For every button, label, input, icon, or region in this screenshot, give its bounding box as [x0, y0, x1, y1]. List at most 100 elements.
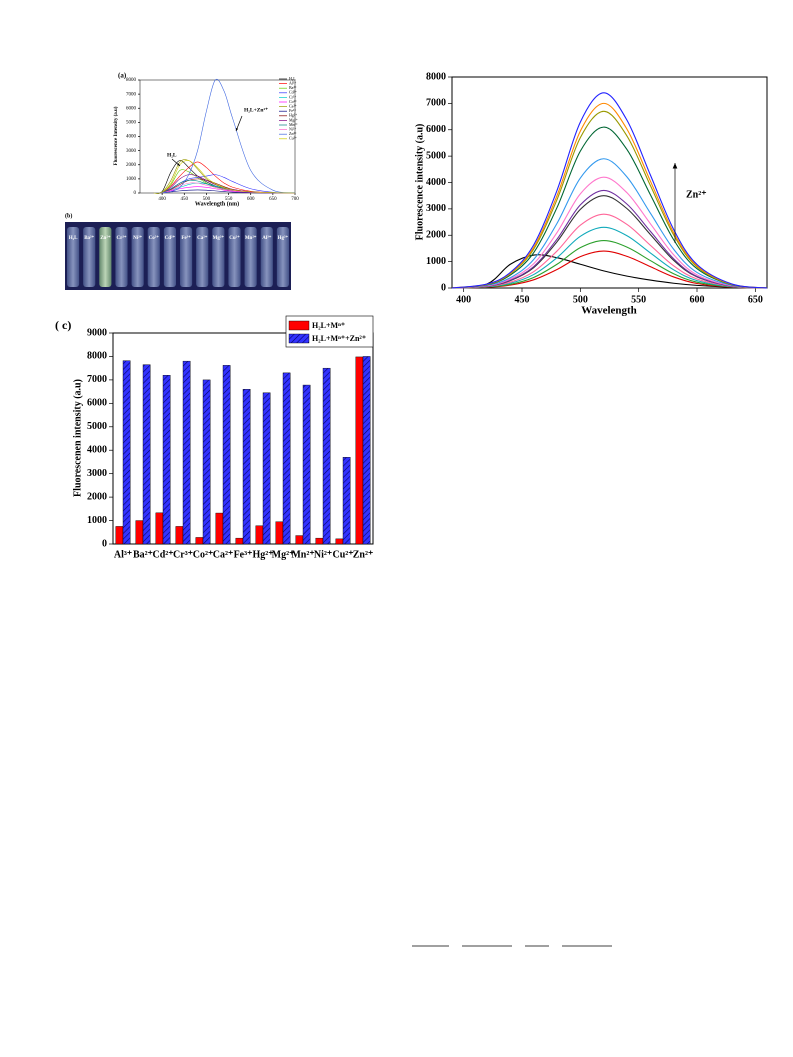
arrow-head — [235, 128, 239, 131]
bar — [222, 365, 231, 545]
line-series — [451, 239, 768, 289]
y-tick-label: 2000 — [87, 491, 107, 502]
annotation: H₂L — [167, 152, 177, 158]
x-tick-label: 600 — [247, 197, 255, 202]
y-tick-label: 0 — [134, 191, 137, 196]
vial-label: Ba²⁺ — [84, 235, 94, 241]
vial — [260, 227, 273, 287]
x-tick-label: Mg²⁺ — [272, 549, 295, 560]
legend-label: Ca²⁺ — [289, 104, 297, 109]
vial — [67, 227, 80, 287]
line-series — [451, 254, 768, 289]
x-tick-label: 450 — [515, 294, 530, 305]
y-tick-label: 4000 — [87, 445, 107, 456]
x-tick-label: Cr³⁺ — [173, 549, 193, 560]
y-tick-label: 5000 — [126, 121, 137, 126]
x-tick-label: Zn²⁺ — [353, 549, 374, 560]
chart: 0 1000 2000 3000 4000 5000 6000 7000 8000 9000 Flu… — [55, 315, 374, 560]
legend-label: Al³⁺ — [289, 81, 296, 86]
x-tick-label: Hg²⁺ — [252, 549, 273, 560]
vial-label: H₂L — [69, 236, 78, 241]
legend-label: Cu²⁺ — [289, 136, 297, 141]
y-tick-label: 9000 — [87, 327, 107, 338]
y-tick-label: 0 — [441, 282, 446, 293]
x-tick-label: Co²⁺ — [193, 549, 214, 560]
y-tick-label: 5000 — [426, 150, 446, 161]
vial — [212, 227, 225, 287]
y-tick-label: 2000 — [426, 230, 446, 241]
chart: 0 1000 2000 3000 4000 5000 6000 7000 8000 Fluores… — [414, 71, 768, 317]
vial — [163, 227, 176, 287]
vial-label: Ni²⁺ — [133, 235, 142, 241]
vial-label: Fe³⁺ — [181, 235, 191, 241]
y-axis-label: Fluorescenen intensity (a.u) — [72, 379, 83, 497]
x-tick-label: 450 — [181, 197, 189, 202]
y-tick-label: 1000 — [87, 515, 107, 526]
bar — [175, 526, 184, 545]
panel-label: ( c) — [55, 318, 71, 332]
bar — [155, 512, 164, 545]
bar — [122, 360, 131, 545]
annotation: H₂L+Zn²⁺ — [244, 106, 268, 113]
x-tick-label: 650 — [269, 197, 277, 202]
y-tick-label: 1000 — [426, 256, 446, 267]
plot-frame — [451, 76, 768, 289]
vial-label: Ca²⁺ — [197, 235, 208, 241]
y-tick-label: 7000 — [126, 92, 137, 97]
x-tick-label: 600 — [690, 294, 705, 305]
x-tick-label: 550 — [631, 294, 646, 305]
legend-label: Ni²⁺ — [289, 127, 296, 132]
x-tick-label: 400 — [456, 294, 471, 305]
y-tick-label: 8000 — [126, 78, 137, 83]
vial — [147, 227, 160, 287]
line-series — [451, 158, 768, 289]
vial-label: Mn²⁺ — [245, 235, 257, 241]
bar — [335, 538, 344, 545]
bar — [362, 356, 371, 545]
x-tick-label: Al³⁺ — [114, 549, 132, 560]
line-series — [451, 126, 768, 289]
bar — [115, 526, 124, 545]
arrow-head — [177, 163, 180, 166]
vial — [276, 227, 289, 287]
vial-label: Cr³⁺ — [117, 235, 127, 241]
y-axis-label: Fluorescence Intensity (a.u) — [114, 106, 119, 165]
photo-background — [65, 222, 291, 290]
y-tick-label: 4000 — [126, 135, 137, 140]
bar — [202, 379, 211, 545]
x-tick-label: Cd²⁺ — [152, 549, 173, 560]
line-series — [451, 176, 768, 289]
x-tick-label: Ca²⁺ — [213, 549, 234, 560]
bar — [282, 372, 291, 545]
bar — [235, 537, 244, 545]
y-tick-label: 7000 — [426, 98, 446, 109]
legend-label: Zn²⁺ — [289, 131, 297, 136]
x-tick-label: 500 — [573, 294, 588, 305]
photo: (b) H₂L Ba²⁺ Zn²⁺ Cr³⁺ Ni²⁺ Co²⁺ Cd²⁺ Fe³⁺ Ca²⁺ Mg… — [65, 212, 291, 290]
legend-label: H₂L — [289, 76, 296, 81]
bar — [322, 367, 331, 545]
bar — [182, 360, 191, 545]
bar — [135, 520, 144, 545]
bar — [315, 537, 324, 545]
vial-label: Al³⁺ — [262, 235, 271, 241]
x-tick-label: Ni²⁺ — [314, 549, 332, 560]
bar — [142, 364, 151, 545]
bar — [162, 375, 171, 545]
line-series — [153, 161, 296, 194]
legend-label: Cr³⁺ — [289, 94, 296, 99]
x-tick-label: Cu²⁺ — [332, 549, 353, 560]
line-series — [153, 78, 296, 194]
line-series — [451, 213, 768, 289]
bar — [302, 384, 311, 545]
y-tick-label: 4000 — [426, 177, 446, 188]
y-tick-label: 2000 — [126, 163, 137, 168]
y-tick-label: 5000 — [87, 421, 107, 432]
vial — [131, 227, 144, 287]
annotation: Zn²⁺ — [686, 189, 707, 200]
line-series — [153, 160, 296, 194]
arrow-head — [672, 163, 678, 169]
bar — [355, 356, 364, 545]
vial — [180, 227, 193, 287]
